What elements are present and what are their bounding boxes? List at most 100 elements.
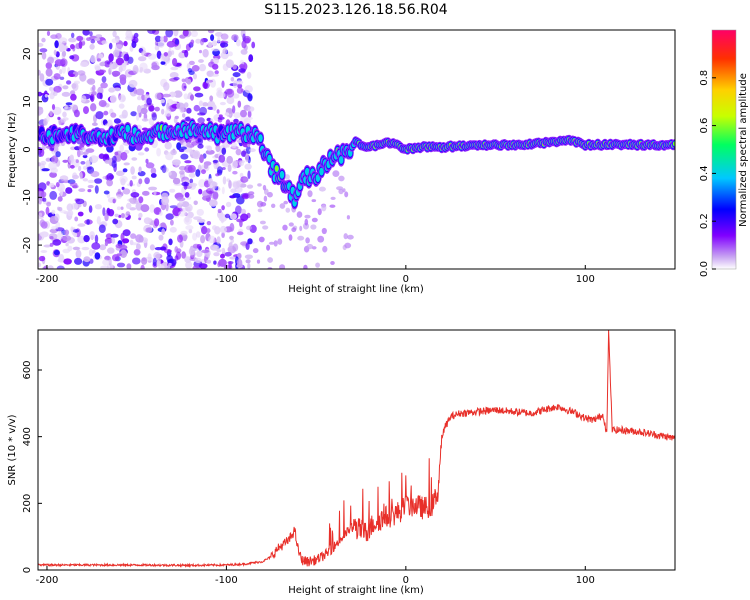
heatmap-noise-blob xyxy=(123,53,130,62)
heatmap-noise-blob xyxy=(154,35,162,42)
heatmap-noise-blob xyxy=(72,229,80,233)
heatmap-noise-blob xyxy=(299,225,303,232)
heatmap-noise-blob xyxy=(192,232,198,241)
heatmap-noise-blob xyxy=(96,58,102,62)
heatmap-noise-blob xyxy=(279,203,286,209)
heatmap-noise-blob xyxy=(221,205,225,211)
heatmap-noise-blob xyxy=(247,262,251,269)
heatmap-noise-blob xyxy=(240,208,246,215)
heatmap-noise-blob xyxy=(188,60,195,66)
heatmap-noise-blob xyxy=(227,51,233,57)
heatmap-noise-blob xyxy=(236,87,244,94)
heatmap-noise-blob xyxy=(237,100,242,108)
snr-y-ticks: 0 200 400 600 xyxy=(22,360,42,573)
heatmap-noise-blob xyxy=(221,167,226,170)
heatmap-noise-blob xyxy=(96,216,101,225)
heatmap-noise-blob xyxy=(96,92,103,99)
heatmap-noise-blob xyxy=(215,173,220,177)
heatmap-noise-blob xyxy=(271,203,276,208)
heatmap-noise-blob xyxy=(54,59,64,67)
heatmap-noise-blob xyxy=(138,212,143,218)
heatmap-noise-blob xyxy=(72,184,79,189)
heatmap-noise-blob xyxy=(81,147,86,151)
heatmap-noise-blob xyxy=(197,138,202,143)
snr-frame xyxy=(37,329,676,571)
heatmap-noise-blob xyxy=(38,106,44,115)
heatmap-noise-blob xyxy=(73,109,80,118)
heatmap-noise-blob xyxy=(106,145,114,153)
heatmap-noise-blob xyxy=(161,164,167,174)
heatmap-noise-blob xyxy=(62,235,72,242)
heatmap-noise-blob xyxy=(193,86,201,92)
heatmap-noise-blob xyxy=(189,149,194,155)
snr-y-tick-label: 0 xyxy=(22,567,33,573)
heatmap-noise-blob xyxy=(246,116,253,120)
heatmap-noise-blob xyxy=(78,188,86,193)
heatmap-noise-blob xyxy=(241,150,247,157)
heatmap-noise-blob xyxy=(38,146,43,155)
heatmap-noise-blob xyxy=(63,258,72,265)
heatmap-ridge-blob xyxy=(258,134,263,143)
heatmap-noise-blob xyxy=(184,116,191,122)
heatmap-noise-blob xyxy=(123,40,128,47)
heatmap-noise-blob xyxy=(169,188,176,193)
heatmap-noise-blob xyxy=(126,33,135,38)
heatmap-noise-blob xyxy=(113,49,120,58)
heatmap-noise-blob xyxy=(211,40,218,47)
heatmap-noise-blob xyxy=(183,102,189,108)
heatmap-noise-blob xyxy=(206,259,212,264)
heatmap-noise-blob xyxy=(90,39,96,44)
heatmap-noise-blob xyxy=(159,211,163,216)
heatmap-noise-blob xyxy=(49,236,54,240)
heatmap-noise-blob xyxy=(58,207,63,212)
heatmap-noise-blob xyxy=(90,55,96,63)
heatmap-noise-blob xyxy=(174,115,179,120)
heatmap-noise-blob xyxy=(201,169,206,175)
heatmap-noise-blob xyxy=(233,112,242,119)
heatmap-noise-blob xyxy=(184,216,190,223)
heatmap-noise-blob xyxy=(213,260,217,265)
heatmap-noise-blob xyxy=(232,93,240,99)
heatmap-noise-blob xyxy=(122,238,130,244)
heatmap-noise-blob xyxy=(136,105,142,114)
heatmap-noise-blob xyxy=(239,64,245,69)
heatmap-noise-blob xyxy=(59,175,69,181)
heatmap-noise-blob xyxy=(256,259,261,264)
heatmap-noise-blob xyxy=(266,244,271,251)
heatmap-noise-blob xyxy=(304,214,311,219)
colorbar-gradient xyxy=(711,29,737,270)
heatmap-noise-blob xyxy=(111,237,116,244)
heatmap-noise-blob xyxy=(198,188,203,195)
heatmap-noise-blob xyxy=(120,151,128,161)
colorbar-ticks: 0.0 0.2 0.4 0.6 0.8 xyxy=(699,70,716,277)
heatmap-noise-blob xyxy=(92,249,96,254)
heatmap-noise-blob xyxy=(172,58,178,66)
heatmap-noise-blob xyxy=(79,150,84,156)
heatmap-noise-blob xyxy=(129,200,139,205)
heatmap-noise-blob xyxy=(218,154,226,163)
heatmap-y-ticks: 20 10 0 -10 -20 xyxy=(22,48,42,253)
heatmap-noise-blob xyxy=(217,116,225,120)
heatmap-noise-blob xyxy=(109,94,117,104)
heatmap-noise-blob xyxy=(39,219,46,228)
heatmap-noise-blob xyxy=(232,72,241,78)
heatmap-noise-blob xyxy=(180,153,189,160)
heatmap-noise-blob xyxy=(232,243,239,252)
heatmap-noise-blob xyxy=(176,102,185,110)
heatmap-noise-blob xyxy=(322,245,328,253)
heatmap-noise-blob xyxy=(57,231,64,240)
heatmap-noise-blob xyxy=(154,45,160,51)
heatmap-noise-blob xyxy=(198,59,204,63)
snr-x-tick-label: -100 xyxy=(215,575,238,586)
heatmap-noise-blob xyxy=(123,162,130,166)
heatmap-noise-blob xyxy=(257,183,262,187)
heatmap-noise-blob xyxy=(246,71,252,79)
heatmap-noise-blob xyxy=(130,166,135,175)
heatmap-noise-blob xyxy=(65,187,73,194)
heatmap-noise-blob xyxy=(60,187,63,197)
heatmap-noise-blob xyxy=(91,91,97,96)
heatmap-noise-blob xyxy=(141,257,148,265)
heatmap-noise-blob xyxy=(241,194,250,200)
heatmap-noise-blob xyxy=(118,94,126,103)
heatmap-noise-blob xyxy=(232,105,236,114)
